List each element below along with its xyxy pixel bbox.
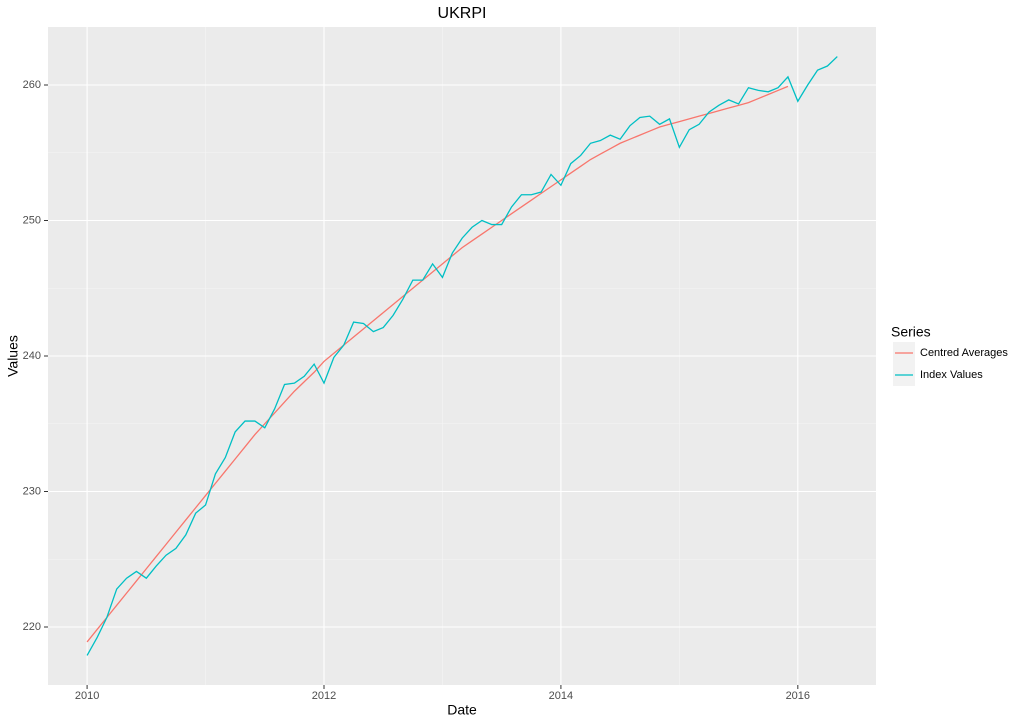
y-tick-label: 260: [23, 79, 41, 91]
y-tick-label: 230: [23, 485, 41, 497]
y-axis-title: Values: [5, 335, 21, 377]
y-tick-label: 250: [23, 214, 41, 226]
x-tick-label: 2014: [549, 690, 573, 702]
y-tick-label: 240: [23, 350, 41, 362]
legend-title: Series: [891, 324, 931, 340]
x-tick-label: 2010: [75, 690, 99, 702]
legend-label: Index Values: [920, 369, 983, 381]
x-axis-title: Date: [447, 702, 477, 718]
series-line: [86, 56, 838, 656]
x-tick-label: 2016: [786, 690, 810, 702]
y-tick-label: 220: [23, 621, 41, 633]
legend-label: Centred Averages: [920, 347, 1008, 359]
x-tick-label: 2012: [312, 690, 336, 702]
chart-title: UKRPI: [438, 5, 487, 22]
